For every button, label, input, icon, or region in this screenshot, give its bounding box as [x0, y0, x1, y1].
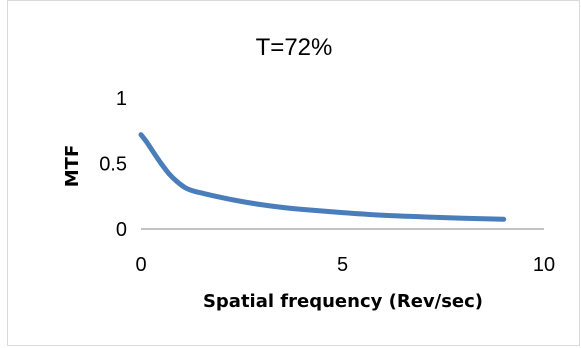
x-axis-label: Spatial frequency (Rev/sec)	[203, 291, 483, 312]
y-axis-label: MTF	[62, 145, 83, 188]
y-axis-ticks: 00.51	[99, 88, 127, 241]
x-tick-label: 10	[533, 254, 555, 276]
y-tick-label: 0	[116, 219, 127, 241]
x-tick-label: 0	[135, 254, 146, 276]
y-tick-label: 1	[116, 88, 127, 110]
chart-frame	[7, 0, 580, 346]
y-tick-label: 0.5	[99, 154, 127, 176]
series-line	[138, 132, 507, 222]
x-axis-ticks: 0 5 10	[135, 254, 555, 276]
x-tick-label: 5	[337, 254, 348, 276]
chart-title: T=72%	[256, 34, 333, 61]
